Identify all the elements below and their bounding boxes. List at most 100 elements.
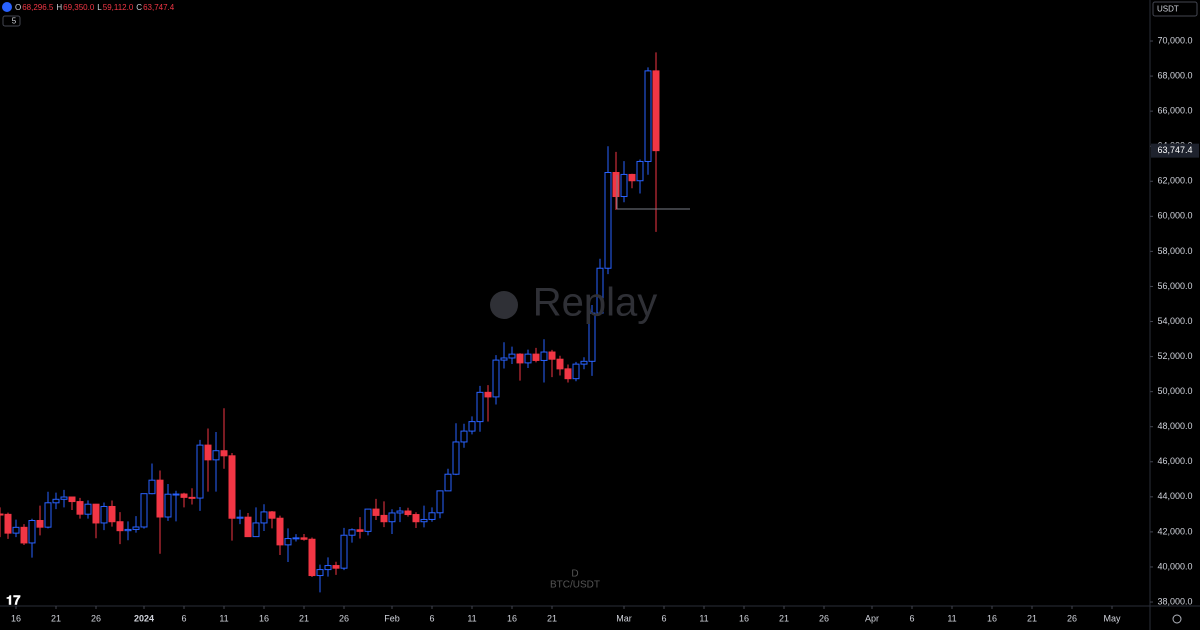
y-tick-label: 42,000.0: [1157, 526, 1192, 536]
candle-body: [172, 493, 180, 496]
symbol-label: BTC/USDT: [550, 580, 600, 591]
candle-body: [60, 496, 68, 500]
y-tick-label: 58,000.0: [1157, 246, 1192, 256]
y-tick-label: 52,000.0: [1157, 351, 1192, 361]
candle-body: [140, 493, 148, 528]
y-tick-label: 54,000.0: [1157, 316, 1192, 326]
x-tick-label: 21: [1027, 613, 1037, 623]
legend-key: L: [97, 3, 102, 12]
interval-label: D: [571, 569, 578, 580]
x-tick-label: 11: [219, 613, 228, 623]
y-tick-label: 70,000.0: [1157, 35, 1192, 45]
candle-body: [428, 512, 436, 520]
candle-body: [580, 360, 588, 365]
candle-body: [364, 508, 372, 532]
y-tick-label: 48,000.0: [1157, 421, 1192, 431]
candle-body: [540, 351, 548, 361]
legend-value: 69,350.0: [63, 3, 95, 12]
candle-body: [396, 510, 404, 514]
candle-body: [204, 444, 212, 461]
candle-body: [372, 508, 380, 516]
candle-body: [20, 526, 28, 544]
candle-body: [36, 519, 44, 528]
x-tick-label: Feb: [384, 613, 400, 623]
candle-body: [100, 505, 108, 524]
candle-body: [468, 421, 476, 432]
x-tick-label: 16: [739, 613, 749, 623]
candle-body: [564, 368, 572, 380]
candle-body: [348, 529, 356, 536]
x-tick-label: 6: [661, 613, 666, 623]
candle-body: [68, 496, 76, 503]
candle-body: [452, 441, 460, 475]
candle-body: [652, 70, 660, 152]
candle-body: [420, 518, 428, 523]
y-tick-label: 60,000.0: [1157, 211, 1192, 221]
x-tick-label: 21: [779, 613, 789, 623]
x-tick-label: 26: [339, 613, 349, 623]
x-tick-label: 16: [11, 613, 21, 623]
candle-body: [76, 501, 84, 515]
x-tick-label: 11: [699, 613, 708, 623]
y-tick-label: 44,000.0: [1157, 491, 1192, 501]
candle-body: [484, 391, 492, 398]
candle-body: [236, 516, 244, 519]
candle-body: [108, 505, 116, 523]
candle-body: [300, 537, 308, 540]
candle-body: [260, 511, 268, 524]
resolution-button[interactable]: [2, 15, 21, 27]
candle-body: [292, 537, 300, 540]
candle-body: [604, 172, 612, 269]
candle-body: [244, 516, 252, 538]
candle-body: [628, 173, 636, 182]
settings-button[interactable]: [1172, 614, 1182, 624]
candle-body: [276, 517, 284, 546]
candle-body: [412, 514, 420, 523]
candle-body: [492, 359, 500, 398]
candle-body: [460, 430, 468, 443]
candle-body: [180, 493, 188, 498]
x-tick-label: 6: [909, 613, 914, 623]
candle-body: [356, 529, 364, 532]
candle-body: [596, 267, 604, 314]
x-tick-label: 6: [429, 613, 434, 623]
currency-button[interactable]: [1152, 1, 1198, 17]
candle-body: [532, 353, 540, 361]
candle-body: [444, 473, 452, 492]
candle-body: [52, 498, 60, 504]
candle-body: [324, 565, 332, 571]
candle-body: [12, 526, 20, 534]
candle-body: [332, 565, 340, 569]
last-price-box: [1151, 143, 1199, 158]
candle-body: [380, 514, 388, 523]
x-tick-label: 26: [1067, 613, 1077, 623]
candle-body: [556, 358, 564, 370]
candle-body: [340, 534, 348, 569]
legend-key: C: [136, 3, 142, 12]
y-tick-label: 62,000.0: [1157, 176, 1192, 186]
candle-body: [572, 363, 580, 380]
candle-body: [188, 496, 196, 499]
x-tick-label: Mar: [616, 613, 632, 623]
candle-body: [388, 512, 396, 523]
x-tick-label: 16: [507, 613, 517, 623]
x-tick-label: 21: [51, 613, 61, 623]
candle-body: [316, 569, 324, 577]
candle-body: [156, 479, 164, 518]
last-price-label: 63,747.4: [1157, 145, 1192, 155]
candle-body: [84, 503, 92, 515]
x-tick-label: May: [1103, 613, 1121, 623]
candle-body: [500, 357, 508, 361]
x-tick-label: 26: [819, 613, 829, 623]
x-tick-label: 6: [181, 613, 186, 623]
currency-text: USDT: [1157, 5, 1179, 14]
candle-body: [148, 479, 156, 495]
replay-button[interactable]: [2, 2, 12, 12]
candle-body: [436, 490, 444, 514]
x-tick-label: 26: [91, 613, 101, 623]
x-tick-label: Apr: [865, 613, 879, 623]
candle-body: [4, 513, 12, 534]
candle-body: [28, 519, 36, 544]
x-tick-label: 11: [947, 613, 956, 623]
